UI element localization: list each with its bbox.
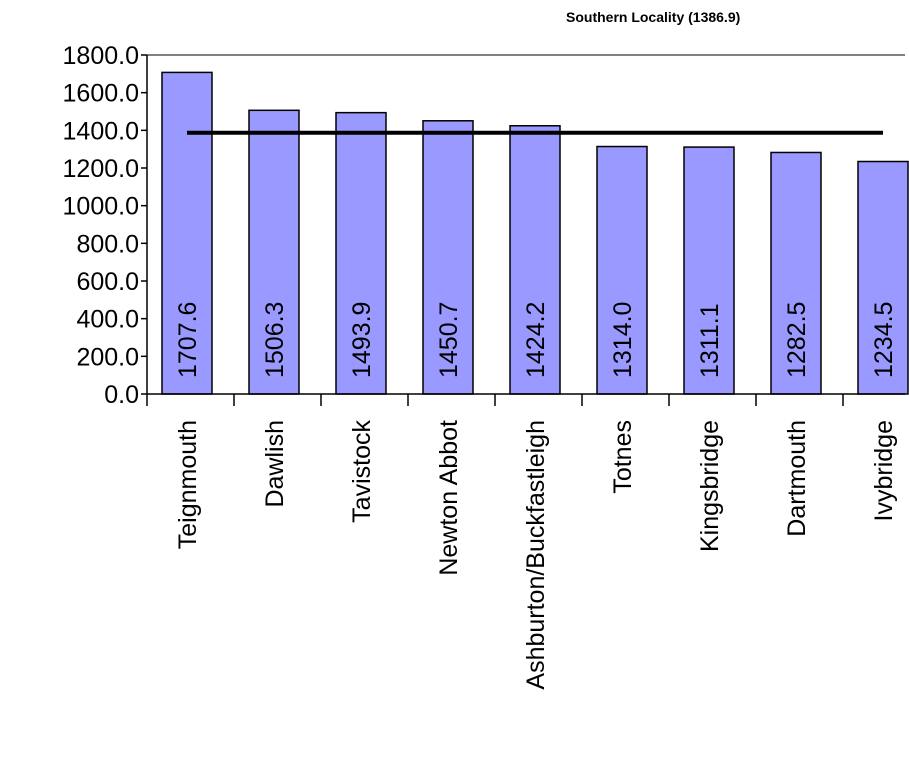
value-label: 1450.7 xyxy=(435,302,463,378)
category-label: Dartmouth xyxy=(783,420,811,537)
y-tick-label: 1800.0 xyxy=(63,42,139,70)
bar xyxy=(770,151,822,395)
y-tick-label: 1000.0 xyxy=(63,193,139,221)
value-label: 1234.5 xyxy=(870,302,898,378)
value-label: 1707.6 xyxy=(174,302,202,378)
bar xyxy=(596,145,648,395)
bar xyxy=(422,120,474,395)
bar xyxy=(857,160,909,395)
category-label: Totnes xyxy=(609,420,637,494)
value-label: 1493.9 xyxy=(348,302,376,378)
bar xyxy=(509,125,561,395)
y-tick-label: 1600.0 xyxy=(63,80,139,108)
category-label: Ivybridge xyxy=(870,420,898,521)
category-label: Teignmouth xyxy=(174,420,202,549)
bar xyxy=(248,109,300,395)
category-label: Dawlish xyxy=(261,420,289,508)
value-label: 1314.0 xyxy=(609,302,637,378)
y-tick-label: 1200.0 xyxy=(63,155,139,183)
category-label: Ashburton/Buckfastleigh xyxy=(522,420,550,690)
value-label: 1282.5 xyxy=(783,302,811,378)
y-tick-label: 400.0 xyxy=(76,306,139,334)
y-tick-label: 0.0 xyxy=(104,381,139,409)
bar xyxy=(335,111,387,395)
y-tick-label: 200.0 xyxy=(76,343,139,371)
reference-line-label: Southern Locality (1386.9) xyxy=(566,9,741,25)
y-tick-label: 1400.0 xyxy=(63,117,139,145)
value-label: 1424.2 xyxy=(522,302,550,378)
bar xyxy=(161,71,213,395)
value-label: 1311.1 xyxy=(696,303,724,378)
value-label: 1506.3 xyxy=(261,302,289,378)
bar xyxy=(683,146,735,395)
y-tick-label: 800.0 xyxy=(76,230,139,258)
y-tick-label: 600.0 xyxy=(76,268,139,296)
category-label: Newton Abbot xyxy=(435,420,463,576)
category-label: Kingsbridge xyxy=(696,420,724,552)
category-label: Tavistock xyxy=(348,420,376,523)
